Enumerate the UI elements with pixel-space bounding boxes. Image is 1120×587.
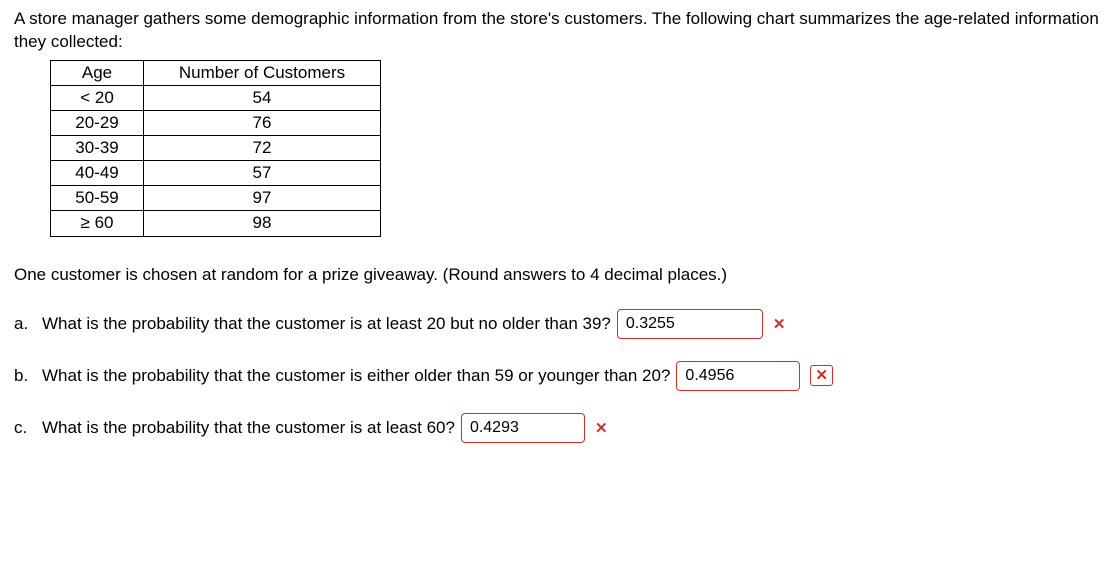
table-header-row: Age Number of Customers: [51, 60, 381, 85]
wrong-icon: ✕: [595, 419, 608, 437]
wrong-icon: ✕: [810, 365, 833, 386]
answer-input-b[interactable]: 0.4956: [676, 361, 800, 391]
table-row: < 20 54: [51, 85, 381, 110]
header-age: Age: [51, 60, 144, 85]
header-num: Number of Customers: [144, 60, 381, 85]
table-row: 40-49 57: [51, 161, 381, 186]
cell-num: 57: [144, 161, 381, 186]
cell-age: ≥ 60: [51, 211, 144, 236]
table-row: 50-59 97: [51, 186, 381, 211]
question-a: a. What is the probability that the cust…: [14, 309, 1106, 339]
table-row: ≥ 60 98: [51, 211, 381, 236]
cell-num: 72: [144, 136, 381, 161]
answer-input-a[interactable]: 0.3255: [617, 309, 763, 339]
cell-num: 76: [144, 111, 381, 136]
question-text: What is the probability that the custome…: [42, 314, 611, 334]
question-b: b. What is the probability that the cust…: [14, 361, 1106, 391]
wrong-icon: ✕: [773, 315, 786, 333]
cell-age: 20-29: [51, 111, 144, 136]
cell-age: < 20: [51, 85, 144, 110]
table-row: 30-39 72: [51, 136, 381, 161]
answer-input-c[interactable]: 0.4293: [461, 413, 585, 443]
age-table: Age Number of Customers < 20 54 20-29 76…: [50, 60, 381, 237]
cell-num: 97: [144, 186, 381, 211]
question-text: What is the probability that the custome…: [42, 418, 455, 438]
question-label: b.: [14, 366, 36, 386]
cell-age: 30-39: [51, 136, 144, 161]
cell-age: 50-59: [51, 186, 144, 211]
intro-text: A store manager gathers some demographic…: [14, 8, 1106, 54]
question-label: c.: [14, 418, 36, 438]
cell-age: 40-49: [51, 161, 144, 186]
cell-num: 98: [144, 211, 381, 236]
question-text: What is the probability that the custome…: [42, 366, 670, 386]
question-c: c. What is the probability that the cust…: [14, 413, 1106, 443]
cell-num: 54: [144, 85, 381, 110]
context-text: One customer is chosen at random for a p…: [14, 265, 1106, 285]
table-row: 20-29 76: [51, 111, 381, 136]
question-label: a.: [14, 314, 36, 334]
